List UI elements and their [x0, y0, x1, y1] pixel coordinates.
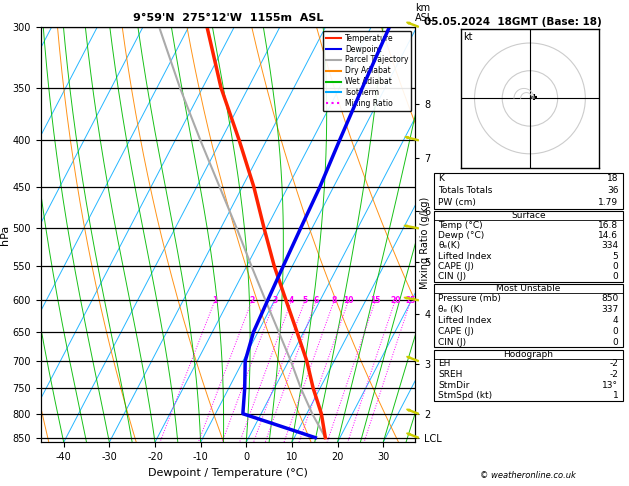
Text: CIN (J): CIN (J) — [438, 338, 467, 347]
Text: Most Unstable: Most Unstable — [496, 284, 560, 293]
X-axis label: Dewpoint / Temperature (°C): Dewpoint / Temperature (°C) — [148, 468, 308, 478]
Text: CAPE (J): CAPE (J) — [438, 327, 474, 336]
Text: 1.79: 1.79 — [598, 198, 618, 208]
Text: StmSpd (kt): StmSpd (kt) — [438, 391, 493, 400]
Text: -2: -2 — [610, 360, 618, 368]
Text: Lifted Index: Lifted Index — [438, 252, 492, 260]
Text: θₑ(K): θₑ(K) — [438, 242, 460, 250]
Text: kt: kt — [464, 32, 473, 42]
Text: θₑ (K): θₑ (K) — [438, 305, 464, 314]
Text: 3: 3 — [272, 295, 277, 305]
Text: 4: 4 — [613, 316, 618, 325]
Y-axis label: hPa: hPa — [0, 225, 10, 244]
Text: 10: 10 — [343, 295, 354, 305]
Text: 5: 5 — [613, 252, 618, 260]
Text: 334: 334 — [601, 242, 618, 250]
Legend: Temperature, Dewpoint, Parcel Trajectory, Dry Adiabat, Wet Adiabat, Isotherm, Mi: Temperature, Dewpoint, Parcel Trajectory… — [323, 31, 411, 111]
Text: 15: 15 — [370, 295, 381, 305]
Text: 16.8: 16.8 — [598, 221, 618, 230]
Text: 18: 18 — [607, 174, 618, 183]
Text: Surface: Surface — [511, 211, 546, 220]
Text: 05.05.2024  18GMT (Base: 18): 05.05.2024 18GMT (Base: 18) — [424, 17, 601, 27]
Text: 5: 5 — [303, 295, 308, 305]
Text: 337: 337 — [601, 305, 618, 314]
Text: 1: 1 — [213, 295, 218, 305]
Text: 0: 0 — [613, 272, 618, 281]
Text: Mixing Ratio (g/kg): Mixing Ratio (g/kg) — [420, 197, 430, 289]
Text: StmDir: StmDir — [438, 381, 470, 390]
Text: 0: 0 — [613, 338, 618, 347]
Text: K: K — [438, 174, 444, 183]
Text: 13°: 13° — [603, 381, 618, 390]
Text: CIN (J): CIN (J) — [438, 272, 467, 281]
Text: 20: 20 — [390, 295, 401, 305]
Text: Lifted Index: Lifted Index — [438, 316, 492, 325]
Text: 850: 850 — [601, 294, 618, 303]
Text: Totals Totals: Totals Totals — [438, 186, 493, 195]
Text: SREH: SREH — [438, 370, 463, 379]
Text: 9°59'N  275°12'W  1155m  ASL: 9°59'N 275°12'W 1155m ASL — [133, 13, 323, 22]
Text: 8: 8 — [331, 295, 337, 305]
Text: PW (cm): PW (cm) — [438, 198, 476, 208]
Text: 6: 6 — [314, 295, 319, 305]
Text: 25: 25 — [406, 295, 416, 305]
Text: Hodograph: Hodograph — [503, 350, 554, 359]
Text: 14.6: 14.6 — [598, 231, 618, 240]
Text: km
ASL: km ASL — [415, 2, 433, 22]
Text: 4: 4 — [289, 295, 294, 305]
Text: 0: 0 — [613, 327, 618, 336]
Text: Temp (°C): Temp (°C) — [438, 221, 483, 230]
Text: Pressure (mb): Pressure (mb) — [438, 294, 501, 303]
Text: Dewp (°C): Dewp (°C) — [438, 231, 485, 240]
Text: EH: EH — [438, 360, 451, 368]
Text: 0: 0 — [613, 262, 618, 271]
Text: 2: 2 — [249, 295, 255, 305]
Text: 36: 36 — [607, 186, 618, 195]
Text: CAPE (J): CAPE (J) — [438, 262, 474, 271]
Text: © weatheronline.co.uk: © weatheronline.co.uk — [481, 471, 576, 480]
Text: -2: -2 — [610, 370, 618, 379]
Text: 1: 1 — [613, 391, 618, 400]
